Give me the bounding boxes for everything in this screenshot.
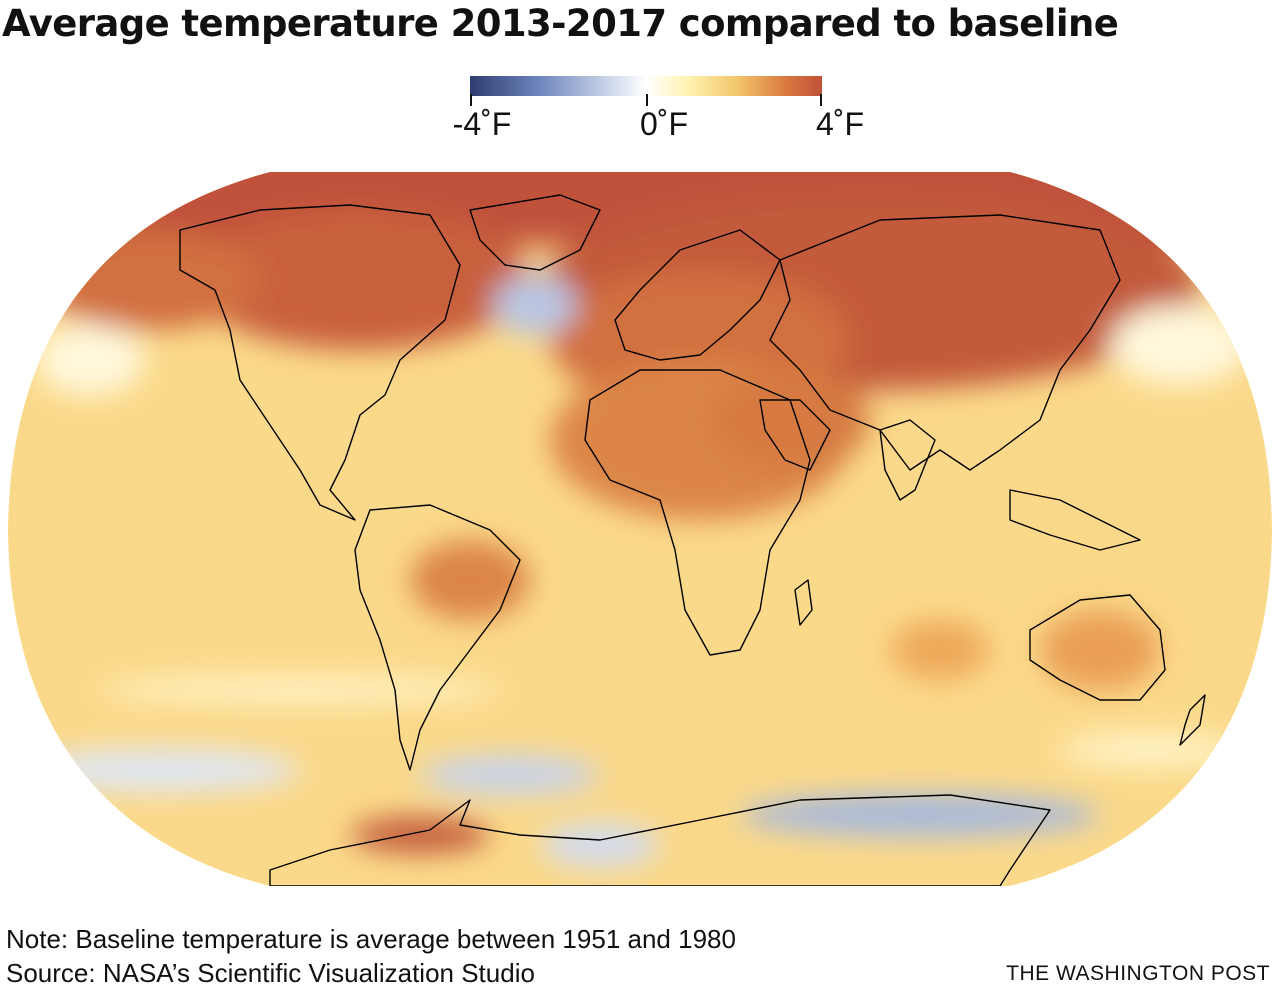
europe-outline [614,229,781,361]
alaska-warm-patch [40,230,260,330]
north-america-outline [179,204,461,521]
arabia-outline [759,399,831,471]
legend-tick-mid [646,94,648,106]
north-america-warm-patch [190,210,530,350]
south-america-outline [354,504,521,771]
temperature-anomaly-map [0,170,1280,890]
legend-min-label: -4˚F [452,106,512,142]
new-zealand-outline [1179,694,1206,746]
color-legend: -4˚F 0˚F 4˚F [453,74,864,144]
india-outline [879,419,936,501]
australia-outline [1029,594,1166,701]
legend-tick-max [820,94,822,106]
north-atlantic-cool-patch [493,275,577,335]
baseline-note: Note: Baseline temperature is average be… [6,924,736,954]
asia-outline [769,214,1121,471]
anomaly-field [8,172,1272,886]
south-pacific-cool-band [20,748,300,792]
tasman-pale-band [1060,732,1240,768]
chart-title: Average temperature 2013-2017 compared t… [2,2,1119,45]
west-pacific-pale-patch [1110,305,1250,385]
north-pacific-pale-patch [35,324,145,396]
world-map-svg [8,172,1272,886]
publisher-credit: THE WASHINGTON POST [1006,962,1270,985]
antarctica-outline [269,794,1051,886]
legend-gradient-bar [470,76,822,96]
indian-ocean-warm-patch [890,620,990,680]
southeast-asia-islands-outline [1009,489,1141,551]
legend-mid-label: 0˚F [640,106,688,142]
antarctic-peninsula-warm-patch [350,817,490,853]
australia-warm-patch [1040,610,1160,690]
brazil-warm-patch [410,540,530,620]
southern-pale-band [100,676,500,704]
drake-passage-cool-patch [420,755,600,795]
weddell-cool-patch [540,823,660,867]
source-note: Source: NASA’s Scientific Visualization … [6,958,535,988]
legend-max-label: 4˚F [816,106,864,142]
legend-tick-min [470,94,472,106]
africa-outline [584,369,811,656]
arabia-warm-patch [710,370,870,470]
greenland-outline [469,194,601,271]
madagascar-outline [794,579,813,626]
land-outlines [179,194,1206,886]
